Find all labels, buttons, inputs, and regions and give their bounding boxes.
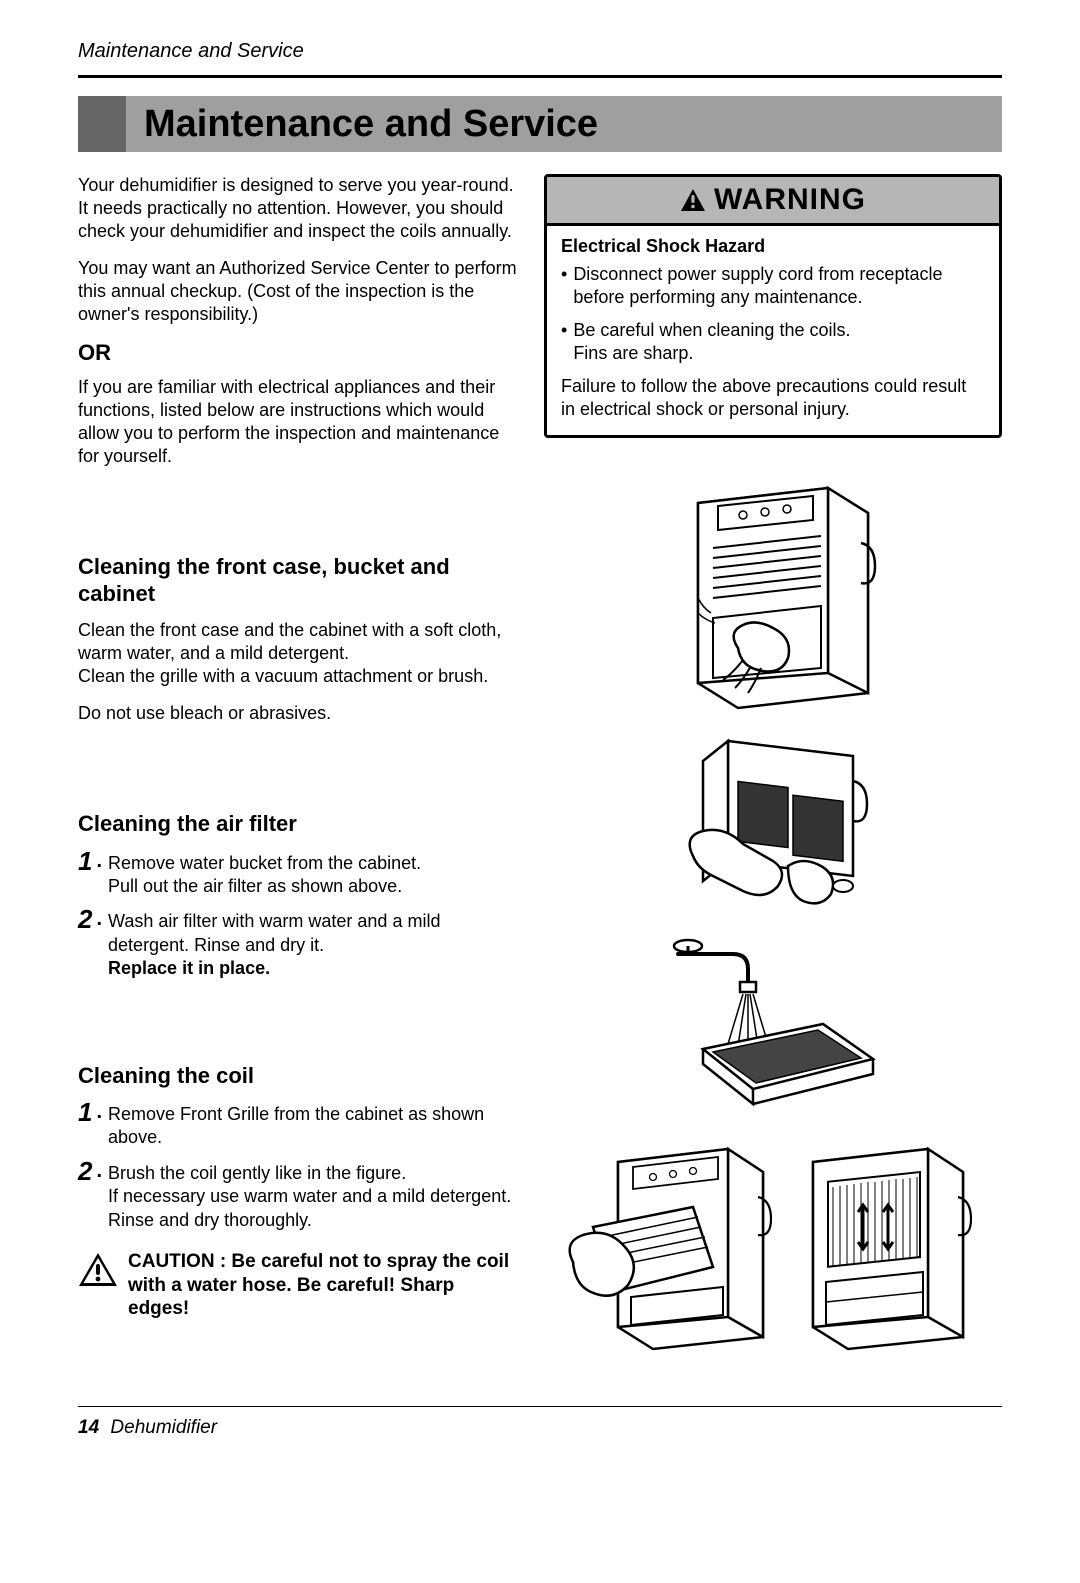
warning-bullet: • Disconnect power supply cord from rece… (561, 263, 985, 309)
step-number: 1 (78, 848, 92, 874)
footer-label: Dehumidifier (110, 1417, 217, 1438)
right-column: WARNING Electrical Shock Hazard • Discon… (544, 174, 1002, 1380)
section-case-p2: Do not use bleach or abrasives. (78, 702, 518, 725)
or-heading: OR (78, 340, 518, 366)
illustration-wash-filter (544, 934, 1002, 1119)
warning-subhead: Electrical Shock Hazard (561, 236, 985, 257)
bullet-text: Disconnect power supply cord from recept… (573, 263, 985, 309)
warning-triangle-icon (78, 1252, 118, 1288)
caution-row: CAUTION : Be careful not to spray the co… (78, 1250, 518, 1321)
section-case-p1: Clean the front case and the cabinet wit… (78, 619, 518, 688)
warning-box: WARNING Electrical Shock Hazard • Discon… (544, 174, 1002, 438)
step-text: Remove water bucket from the cabinet. Pu… (108, 850, 421, 899)
step-number: 2 (78, 1158, 92, 1184)
intro-p1: Your dehumidifier is designed to serve y… (78, 174, 518, 243)
warning-title: WARNING (714, 183, 866, 217)
list-item: 1. Remove water bucket from the cabinet.… (78, 850, 518, 899)
coil-steps: 1. Remove Front Grille from the cabinet … (78, 1101, 518, 1232)
left-column: Your dehumidifier is designed to serve y… (78, 174, 518, 1380)
intro-p2: You may want an Authorized Service Cente… (78, 257, 518, 326)
step-number: 2 (78, 906, 92, 932)
illustration-remove-grille-brush-coil (544, 1137, 1002, 1362)
section-case-heading: Cleaning the front case, bucket and cabi… (78, 554, 518, 607)
step-text: Brush the coil gently like in the figure… (108, 1160, 518, 1232)
header-rule (78, 75, 1002, 78)
warning-triangle-icon (680, 188, 706, 212)
warning-header: WARNING (547, 177, 999, 226)
title-accent-block (78, 96, 126, 152)
section-filter-heading: Cleaning the air filter (78, 811, 518, 837)
intro-p3: If you are familiar with electrical appl… (78, 376, 518, 468)
warning-footer: Failure to follow the above precautions … (561, 375, 985, 421)
filter-steps: 1. Remove water bucket from the cabinet.… (78, 850, 518, 981)
illustration-remove-filter (544, 736, 1002, 916)
title-bar: Maintenance and Service (78, 96, 1002, 152)
page-title: Maintenance and Service (126, 96, 1002, 152)
page-footer: 14 Dehumidifier (78, 1407, 1002, 1439)
illustration-wipe-front (544, 458, 1002, 718)
section-coil-heading: Cleaning the coil (78, 1063, 518, 1089)
step-text: Wash air filter with warm water and a mi… (108, 908, 518, 980)
bullet-text: Be careful when cleaning the coils. Fins… (573, 319, 850, 365)
step-number: 1 (78, 1099, 92, 1125)
list-item: 2. Brush the coil gently like in the fig… (78, 1160, 518, 1232)
list-item: 2. Wash air filter with warm water and a… (78, 908, 518, 980)
list-item: 1. Remove Front Grille from the cabinet … (78, 1101, 518, 1150)
step-text: Remove Front Grille from the cabinet as … (108, 1101, 518, 1150)
page-number: 14 (78, 1417, 99, 1438)
warning-bullet: • Be careful when cleaning the coils. Fi… (561, 319, 985, 365)
running-header: Maintenance and Service (78, 40, 1002, 63)
caution-text: CAUTION : Be careful not to spray the co… (128, 1250, 518, 1321)
